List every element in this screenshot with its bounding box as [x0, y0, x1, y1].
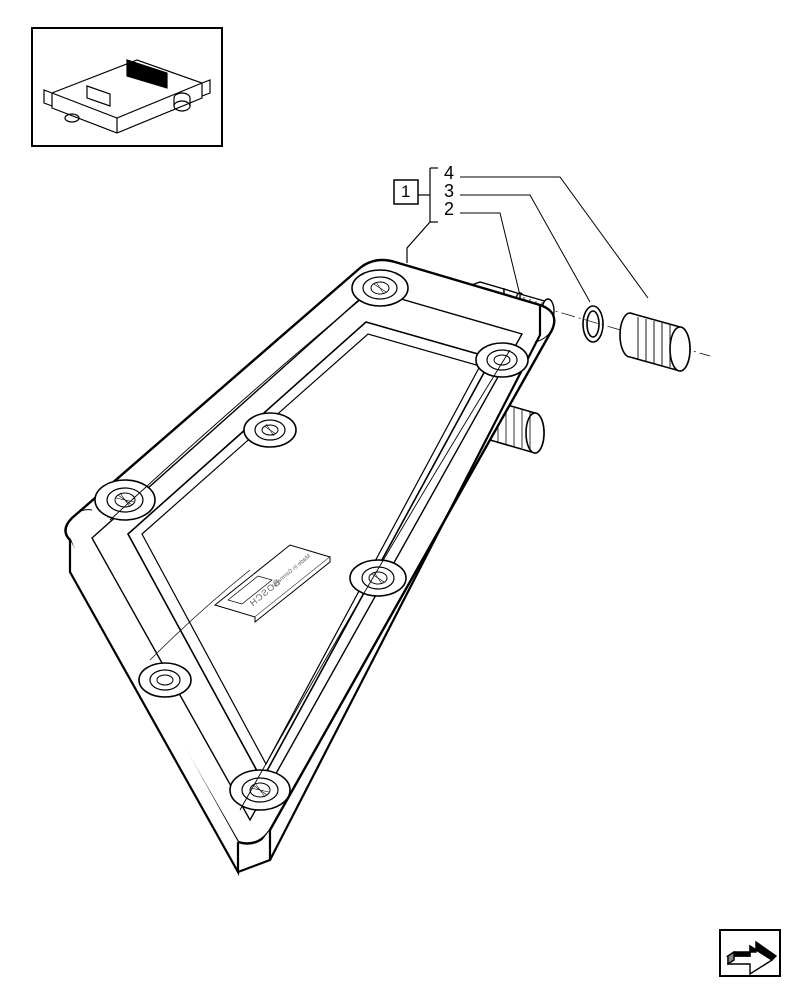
callout-2: 2	[444, 200, 454, 218]
main-drawing	[0, 0, 812, 1000]
callout-3: 3	[444, 182, 454, 200]
main-plate	[65, 260, 554, 872]
part-3-oring	[583, 306, 603, 342]
assembly-number: 1	[401, 183, 410, 200]
thumbnail	[32, 28, 222, 146]
part-4-cap	[620, 313, 690, 371]
diagram-canvas: 4 3 2 1 BOSCH Made in Germany	[0, 0, 812, 1000]
nav-arrow-box	[720, 930, 780, 976]
callout-4: 4	[444, 164, 454, 182]
